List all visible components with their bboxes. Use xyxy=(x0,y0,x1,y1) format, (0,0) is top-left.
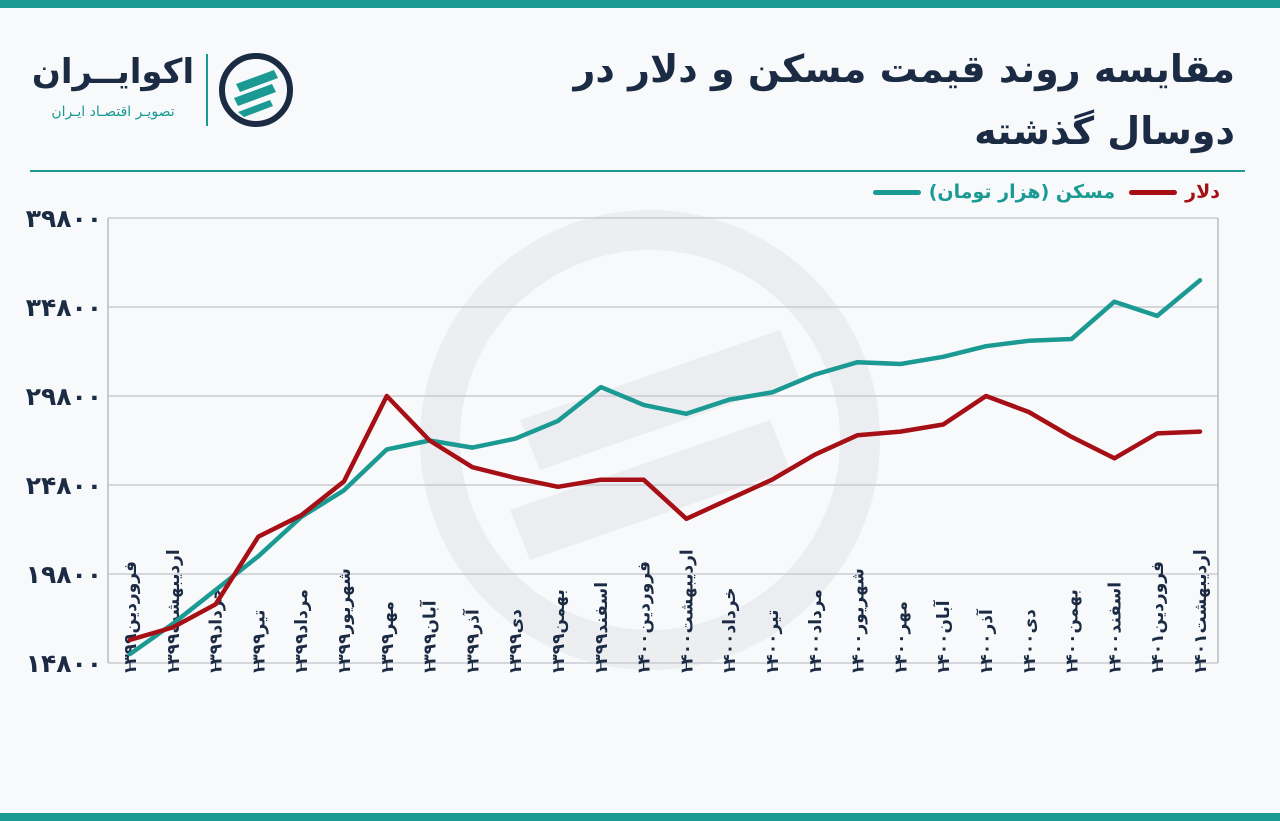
page-title: مقایسه روند قیمت مسکن و دلار در دوسال گذ… xyxy=(573,47,1235,153)
x-tick-label: بهمن۱۳۹۹ xyxy=(549,589,569,675)
x-tick-label: مهر۱۴۰۰ xyxy=(891,601,911,675)
x-tick-label: خرداد۱۳۹۹ xyxy=(207,587,227,675)
x-tick-label: آبان۱۴۰۰ xyxy=(932,599,954,675)
x-tick-label: مرداد۱۳۹۹ xyxy=(292,589,312,675)
series-line-dollar xyxy=(127,393,1203,643)
x-tick-label: اردیبهشت۱۳۹۹ xyxy=(164,549,184,675)
legend-label-dollar: دلار xyxy=(1185,181,1220,203)
x-tick-label: شهریور۱۴۰۰ xyxy=(849,568,869,675)
y-tick-label: ۳۴۸۰۰ xyxy=(26,293,102,322)
logo-separator xyxy=(206,54,208,126)
series-line-housing xyxy=(127,278,1203,657)
y-tick-label: ۲۹۸۰۰ xyxy=(26,382,102,411)
chart-axes xyxy=(107,218,1219,663)
legend-swatch-housing xyxy=(872,189,921,195)
logo-tagline: تصویـر اقتصـاد ایـران xyxy=(51,104,175,120)
chart-legend: دلار مسکن (هزار تومان) xyxy=(872,178,1220,206)
x-tick-label: بهمن۱۴۰۰ xyxy=(1063,589,1083,675)
x-tick-label: تیر۱۳۹۹ xyxy=(249,610,269,675)
x-tick-label: دی۱۴۰۰ xyxy=(1020,609,1040,675)
y-axis-ticks: ۱۴۸۰۰ ۱۹۸۰۰ ۲۴۸۰۰ ۲۹۸۰۰ ۳۴۸۰۰ ۳۹۸۰۰ xyxy=(26,204,102,678)
bottom-accent-bar xyxy=(0,813,1280,821)
y-tick-label: ۱۹۸۰۰ xyxy=(26,560,102,589)
top-accent-bar xyxy=(0,0,1280,8)
legend-item-dollar: دلار xyxy=(1129,181,1220,203)
x-tick-label: مرداد۱۴۰۰ xyxy=(806,589,826,675)
x-tick-label: اسفند۱۴۰۰ xyxy=(1105,582,1125,675)
logo: اکوایــران تصویـر اقتصـاد ایـران xyxy=(28,46,298,132)
y-tick-label: ۲۴۸۰۰ xyxy=(26,471,102,500)
x-tick-label: آذر۱۳۹۹ xyxy=(461,608,483,675)
x-tick-label: خرداد۱۴۰۰ xyxy=(720,587,740,675)
logo-name: اکوایــران xyxy=(31,52,195,92)
legend-label-housing: مسکن (هزار تومان) xyxy=(928,181,1116,203)
x-tick-label: آبان۱۳۹۹ xyxy=(419,599,441,675)
legend-item-housing: مسکن (هزار تومان) xyxy=(872,181,1116,203)
x-tick-label: اردیبهشت۱۴۰۰ xyxy=(677,549,697,675)
x-tick-label: فروردین۱۳۹۹ xyxy=(121,561,141,675)
x-axis-ticks: فروردین۱۳۹۹ اردیبهشت۱۳۹۹ خرداد۱۳۹۹ تیر۱۳۹۹ م… xyxy=(121,549,1211,675)
x-tick-label: فروردین۱۴۰۱ xyxy=(1148,561,1168,675)
y-tick-label: ۳۹۸۰۰ xyxy=(26,204,102,233)
x-tick-label: مهر۱۳۹۹ xyxy=(378,601,398,675)
y-tick-label: ۱۴۸۰۰ xyxy=(26,649,102,678)
chart-series xyxy=(127,278,1203,657)
x-tick-label: آذر۱۴۰۰ xyxy=(975,608,997,675)
x-tick-label: اردیبهشت۱۴۰۱ xyxy=(1191,549,1211,675)
x-tick-label: فروردین۱۴۰۰ xyxy=(635,561,655,675)
title-divider xyxy=(30,170,1245,172)
logo-mark-icon xyxy=(219,53,293,127)
x-tick-label: شهریور۱۳۹۹ xyxy=(335,568,355,675)
chart-grid xyxy=(108,217,1218,664)
x-tick-label: دی۱۳۹۹ xyxy=(506,609,526,675)
x-tick-label: اسفند۱۳۹۹ xyxy=(592,582,612,675)
legend-swatch-dollar xyxy=(1129,189,1178,195)
x-tick-label: تیر۱۴۰۰ xyxy=(763,610,783,675)
